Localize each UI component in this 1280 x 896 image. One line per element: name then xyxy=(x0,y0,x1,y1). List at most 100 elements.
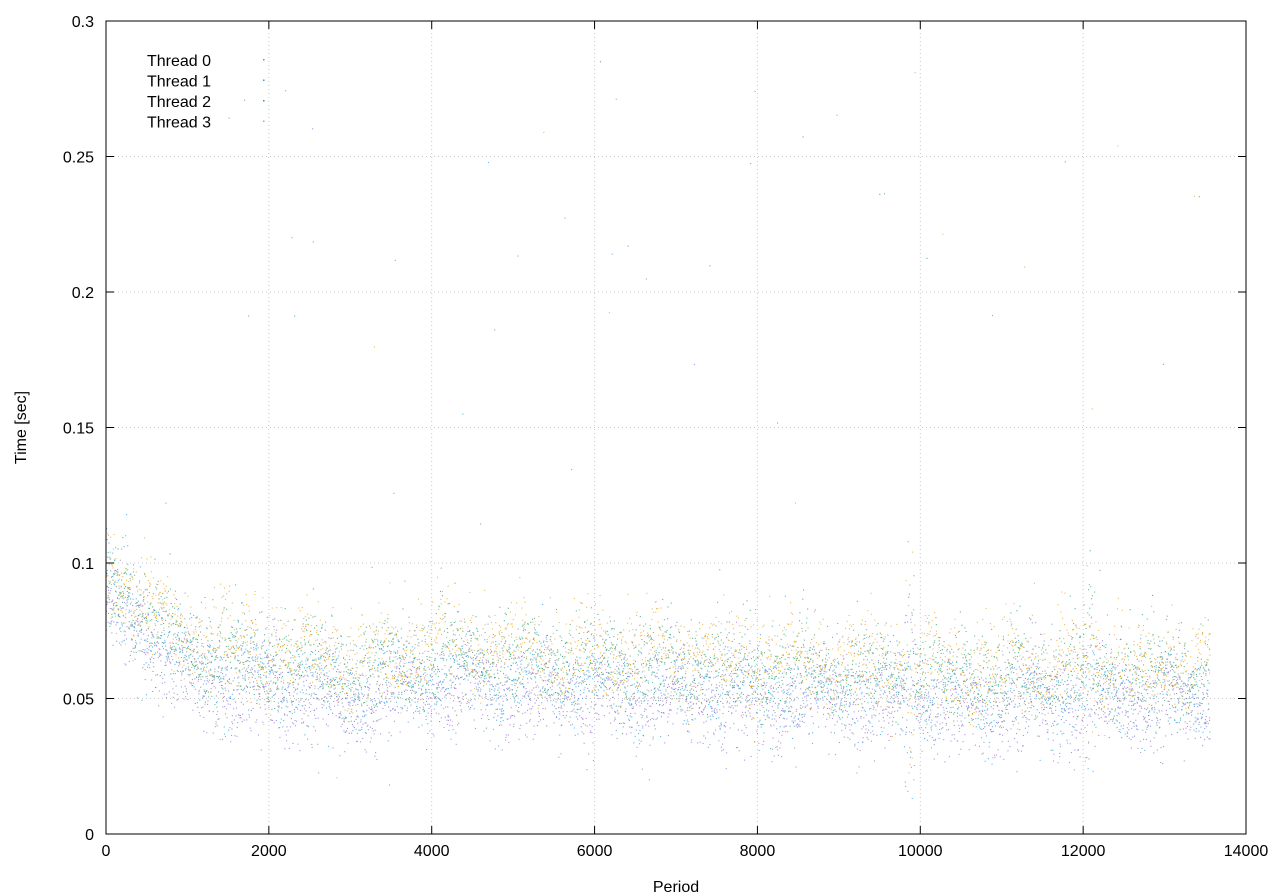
point-1-596 xyxy=(348,732,350,734)
point-1-898 xyxy=(471,704,473,706)
point-1-951 xyxy=(493,716,495,718)
point-0-2495 xyxy=(1122,687,1124,689)
point-0-1906 xyxy=(882,709,884,711)
point-1-2256 xyxy=(1024,682,1026,684)
point-1-2238 xyxy=(1017,706,1019,708)
point-0-400 xyxy=(268,683,270,685)
point-0-459 xyxy=(292,700,294,702)
point-1-15 xyxy=(112,552,114,554)
point-0-676 xyxy=(381,701,383,703)
point-1-484 xyxy=(303,681,305,683)
point-0-769 xyxy=(419,712,421,714)
point-0-1110 xyxy=(557,707,559,709)
point-1-1074 xyxy=(543,640,545,642)
point-0-2641 xyxy=(1181,691,1183,693)
point-1-1979 xyxy=(911,797,913,799)
point-1-1752 xyxy=(819,670,821,672)
point-1-1226 xyxy=(605,639,607,641)
point-1-1075 xyxy=(543,672,545,674)
point-1-270 xyxy=(215,702,217,704)
point-0-435 xyxy=(283,696,285,698)
point-0-2548 xyxy=(1143,717,1145,719)
point-0-1293 xyxy=(632,708,634,710)
point-1-108 xyxy=(150,650,152,652)
point-0-310 xyxy=(232,723,234,725)
point-0-788 xyxy=(426,695,428,697)
point-1-156 xyxy=(169,652,171,654)
point-1-1612 xyxy=(762,688,764,690)
point-1-642 xyxy=(367,696,369,698)
point-1-105 xyxy=(148,646,150,648)
point-0-1079 xyxy=(545,680,547,682)
point-1-359 xyxy=(252,656,254,658)
point-0-1163 xyxy=(579,681,581,683)
point-1-608 xyxy=(353,693,355,695)
point-0-1923 xyxy=(888,686,890,688)
point-1-1263 xyxy=(620,706,622,708)
point-0-1100 xyxy=(553,705,555,707)
point-0-2403 xyxy=(1084,708,1086,710)
point-0-1636 xyxy=(772,748,774,750)
point-0-1955 xyxy=(902,695,904,697)
point-0-2271 xyxy=(1031,681,1033,683)
point-0-1838 xyxy=(854,745,856,747)
point-0-191 xyxy=(183,637,185,639)
point-1-517 xyxy=(316,698,318,700)
point-1-1351 xyxy=(656,703,658,705)
point-1-202 xyxy=(188,669,190,671)
point-1-1456 xyxy=(698,713,700,715)
point-0-2603 xyxy=(1166,668,1168,670)
point-0-10 xyxy=(110,590,112,592)
point-1-1552 xyxy=(737,729,739,731)
point-1-538 xyxy=(325,621,327,623)
point-1-1945 xyxy=(897,675,899,677)
point-0-654 xyxy=(372,710,374,712)
point-0-938 xyxy=(487,680,489,682)
point-0-83 xyxy=(139,621,141,623)
point-0-1519 xyxy=(724,731,726,733)
point-1-735 xyxy=(405,689,407,691)
point-1-14 xyxy=(111,576,113,578)
point-1-753 xyxy=(412,684,414,686)
point-0-2591 xyxy=(1161,710,1163,712)
point-0-1625 xyxy=(767,643,769,645)
point-1-1426 xyxy=(686,719,688,721)
point-0-1179 xyxy=(586,695,588,697)
point-1-301 xyxy=(228,679,230,681)
point-1-593 xyxy=(347,636,349,638)
point-0-1569 xyxy=(744,711,746,713)
point-0-2704 xyxy=(1207,695,1209,697)
point-0-524 xyxy=(319,668,321,670)
point-0-2429 xyxy=(1095,663,1097,665)
point-0-2256 xyxy=(1024,727,1026,729)
point-1-280 xyxy=(220,656,222,658)
point-0-456 xyxy=(291,704,293,706)
point-1-282 xyxy=(220,684,222,686)
point-0-1082 xyxy=(546,698,548,700)
point-0-1194 xyxy=(592,691,594,693)
point-1-1876 xyxy=(869,647,871,649)
point-0-1261 xyxy=(619,671,621,673)
point-0-1649 xyxy=(777,691,779,693)
point-0-1632 xyxy=(770,688,772,690)
point-0-1711 xyxy=(802,692,804,694)
point-1-442 xyxy=(286,690,288,692)
point-0-1436 xyxy=(690,741,692,743)
point-1-228 xyxy=(198,712,200,714)
point-0-101 xyxy=(147,666,149,668)
point-1-1401 xyxy=(676,621,678,623)
point-0-806 xyxy=(434,697,436,699)
point-1-1969 xyxy=(907,688,909,690)
point-1-531 xyxy=(322,688,324,690)
point-1-130 xyxy=(158,655,160,657)
point-0-389 xyxy=(264,704,266,706)
point-0-276 xyxy=(218,718,220,720)
point-0-2547 xyxy=(1143,719,1145,721)
point-0-1524 xyxy=(726,702,728,704)
point-1-1346 xyxy=(654,724,656,726)
point-0-1264 xyxy=(620,723,622,725)
point-0-2682 xyxy=(1198,723,1200,725)
point-0-1183 xyxy=(587,675,589,677)
point-0-882 xyxy=(465,670,467,672)
point-0-451 xyxy=(289,671,291,673)
